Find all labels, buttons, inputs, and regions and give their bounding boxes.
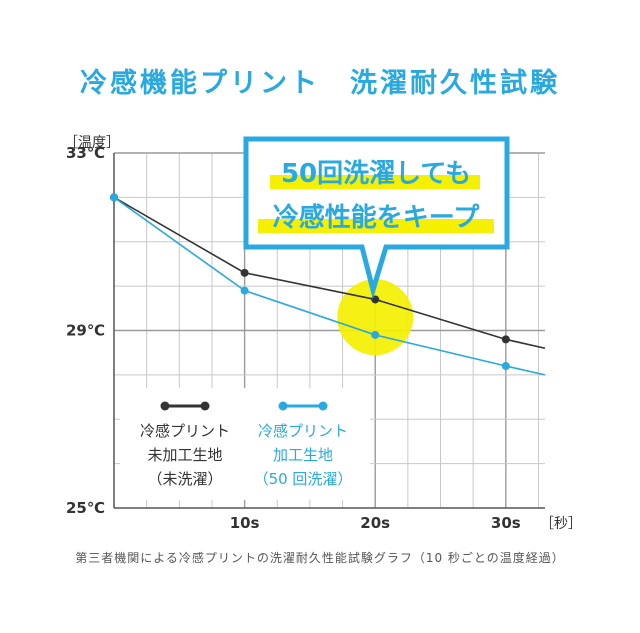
data-point-untreated [501, 335, 510, 344]
legend-swatch-dot [200, 401, 210, 411]
caption: 第三者機関による冷感プリントの洗濯耐久性能試験グラフ（10 秒ごとの温度経過） [75, 550, 565, 565]
legend-swatch-dot [278, 401, 288, 411]
legend-label-line: 加工生地 [273, 446, 333, 464]
legend-label-line: 冷感プリント [140, 422, 230, 440]
legend-label-line: （50 回洗濯） [254, 470, 353, 488]
data-point-untreated [240, 268, 249, 277]
legend-swatch-dot [318, 401, 328, 411]
y-ticks: 33℃ 29℃ 25℃ [66, 144, 105, 517]
series [110, 193, 546, 376]
callout-line1: 50回洗濯しても [281, 159, 471, 189]
axes [113, 153, 545, 509]
data-point-washed [240, 286, 249, 295]
legend-label-line: （未洗濯） [147, 470, 222, 488]
x-tick-label: 20s [360, 514, 390, 532]
legend-label-line: 未加工生地 [147, 446, 222, 464]
x-axis-label: ［秒］ [540, 516, 582, 532]
chart-title: 冷感機能プリント 洗濯耐久性試験 [80, 67, 560, 99]
x-ticks: 10s 20s 30s [230, 514, 521, 532]
callout-line2: 冷感性能をキープ [273, 202, 480, 233]
data-point-washed [110, 193, 118, 202]
callout-line2-highlight [258, 219, 494, 233]
highlight-circle [337, 279, 414, 356]
legend-swatch-dot [160, 401, 170, 411]
y-tick-label: 33℃ [66, 144, 105, 162]
y-axis-label: ［温度］ [64, 135, 120, 151]
y-tick-label: 25℃ [66, 499, 105, 517]
legend-label-line: 冷感プリント [258, 422, 348, 440]
data-point-washed [371, 330, 380, 339]
callout-line1-highlight [270, 175, 480, 189]
x-tick-label: 10s [230, 514, 260, 532]
x-tick-label: 30s [491, 514, 521, 532]
data-point-washed [501, 362, 510, 370]
y-tick-label: 29℃ [66, 322, 105, 340]
callout: 50回洗濯しても 冷感性能をキープ [243, 136, 510, 300]
